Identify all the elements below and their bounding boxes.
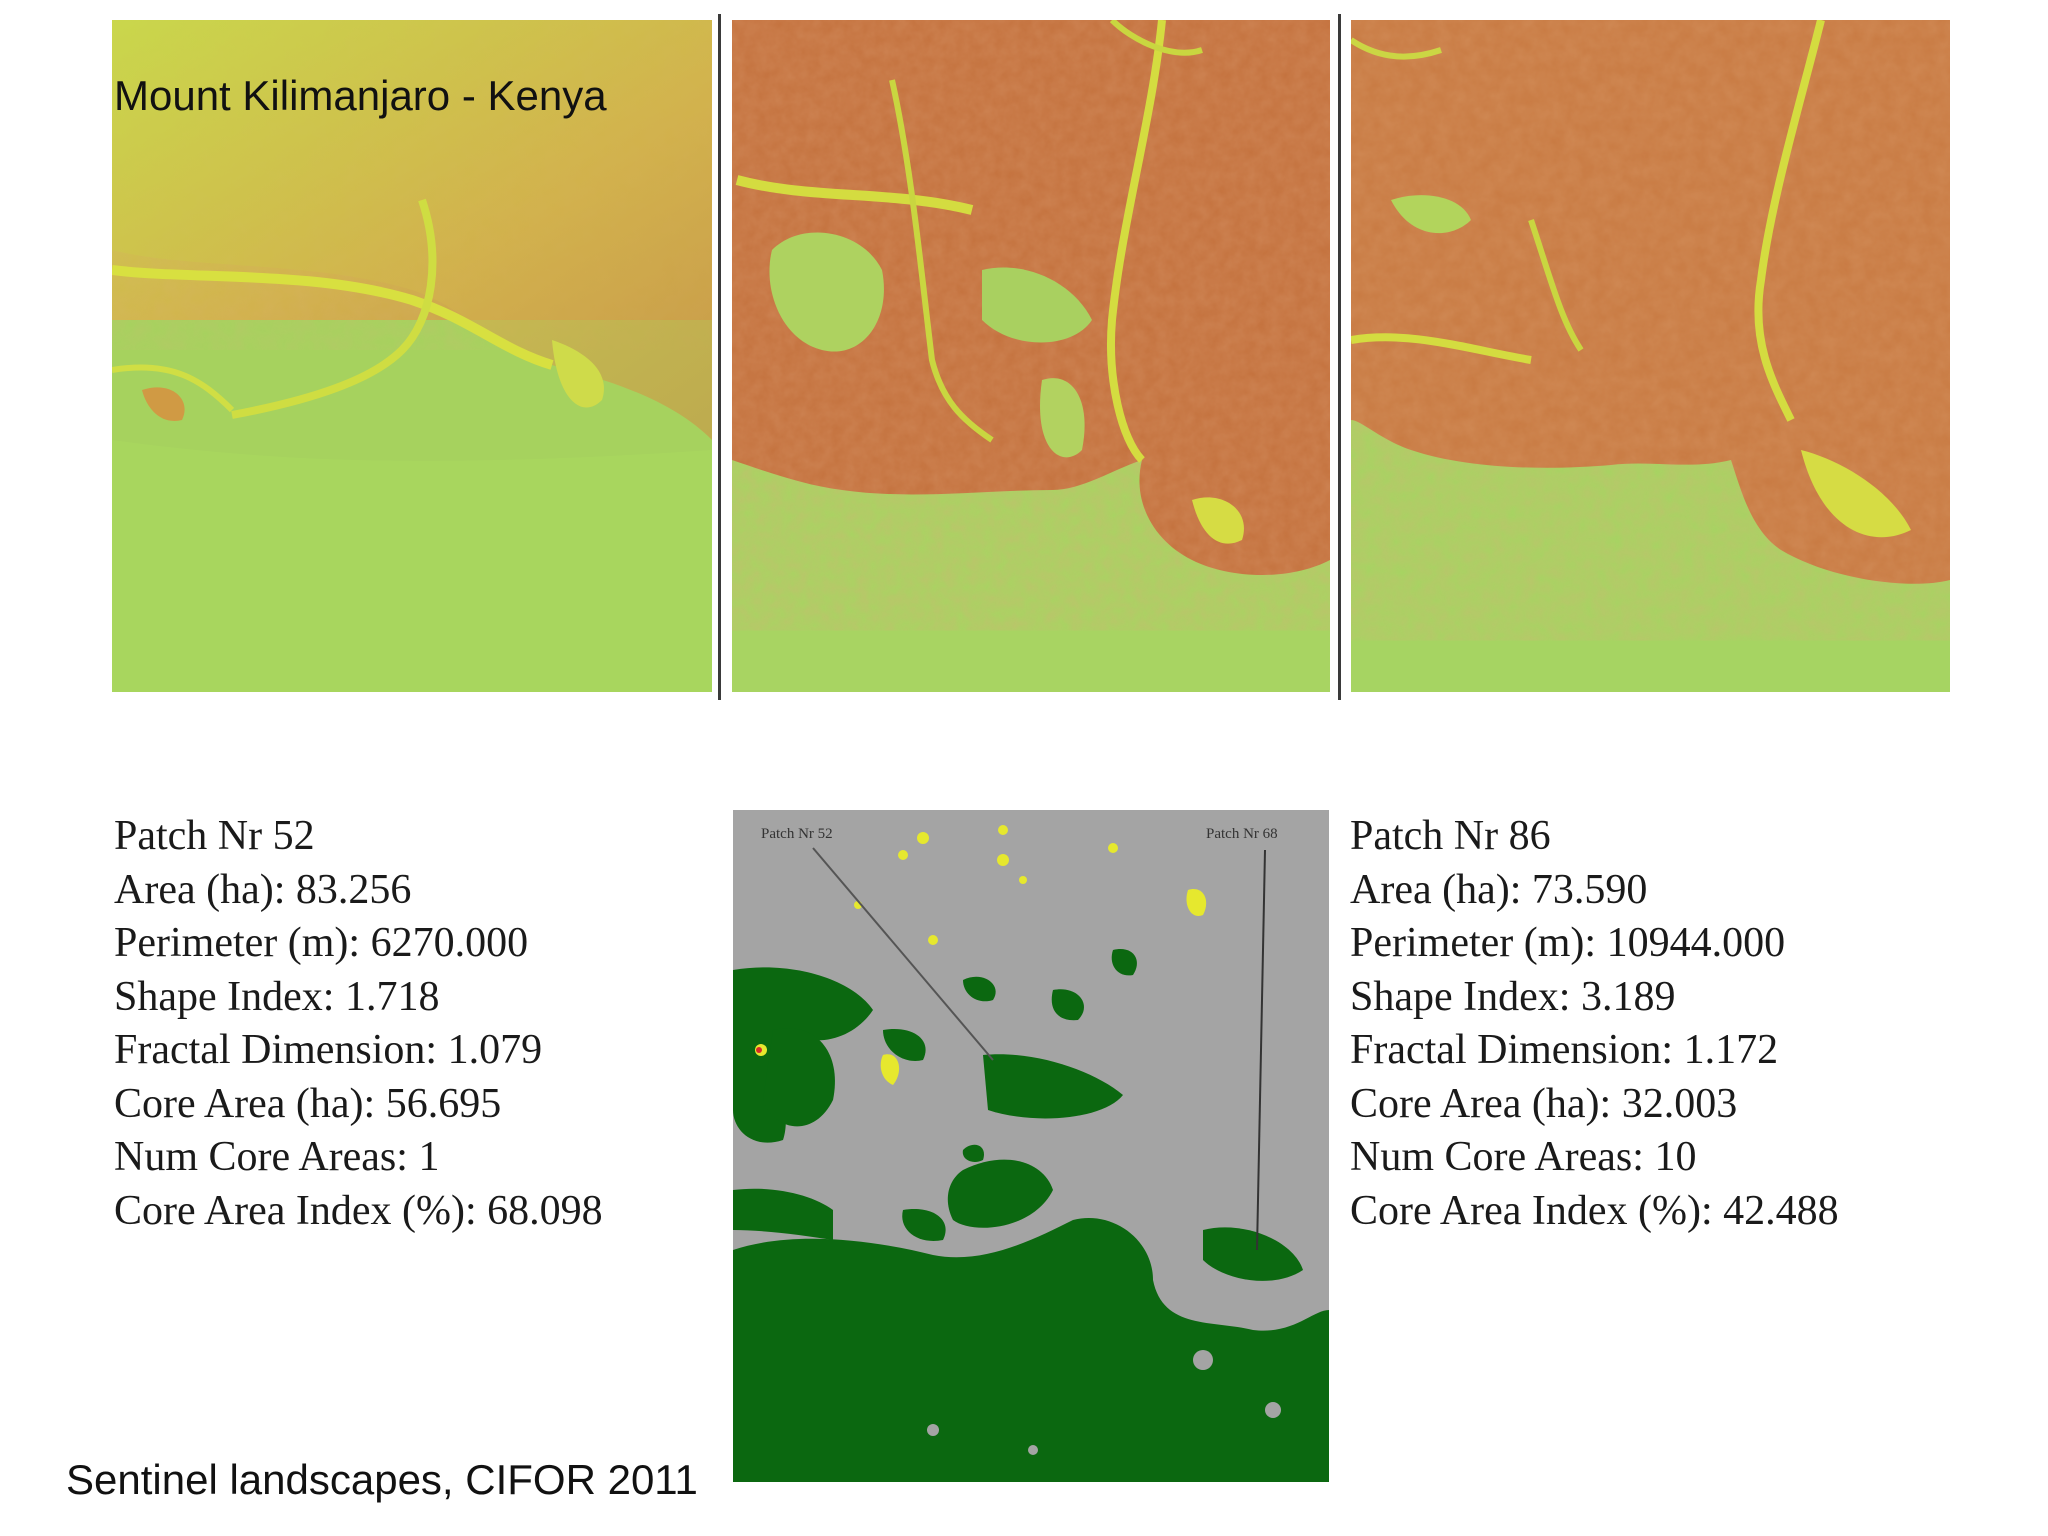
stat-line: Num Core Areas: 1 (114, 1134, 440, 1180)
highlight-point (756, 1047, 762, 1053)
patch-classification-map: Patch Nr 52 Patch Nr 68 (733, 810, 1329, 1482)
leader-line-52 (812, 847, 994, 1061)
map-label-patch-52: Patch Nr 52 (761, 826, 833, 842)
stat-line: Fractal Dimension: 1.172 (1350, 1027, 1779, 1073)
forest-patch (763, 1028, 835, 1127)
satellite-image-3 (1351, 20, 1950, 692)
image-caption: Mount Kilimanjaro - Kenya (114, 72, 607, 119)
stat-line: Fractal Dimension: 1.079 (114, 1027, 543, 1073)
stat-line: Perimeter (m): 10944.000 (1350, 920, 1786, 966)
forest-patch (962, 1144, 984, 1162)
source-citation: Sentinel landscapes, CIFOR 2011 (66, 1456, 698, 1503)
core-area (997, 854, 1009, 866)
core-area (1186, 889, 1207, 916)
forest-mass (733, 1218, 1329, 1482)
stat-line: Perimeter (m): 6270.000 (114, 920, 529, 966)
stat-line: Patch Nr 52 (114, 813, 315, 859)
forest-patch (947, 1159, 1053, 1228)
stat-line: Core Area (ha): 56.695 (114, 1080, 502, 1127)
core-area (998, 825, 1008, 835)
core-area (880, 1054, 900, 1085)
core-area (1108, 843, 1118, 853)
gap (927, 1424, 939, 1436)
patch-86 (1203, 1227, 1303, 1281)
forest-patch (963, 976, 996, 1002)
stat-line: Core Area Index (%): 42.488 (1350, 1187, 1839, 1234)
patch-52 (983, 1054, 1123, 1119)
forest-patch (902, 1209, 946, 1241)
stat-line: Shape Index: 3.189 (1350, 973, 1676, 1020)
forest-patch (1111, 949, 1137, 976)
divider-1 (718, 14, 721, 700)
patch-52-stats: Patch Nr 52 Area (ha): 83.256 Perimeter … (114, 810, 603, 1238)
map-label-patch-68: Patch Nr 68 (1206, 826, 1278, 842)
stat-line: Area (ha): 83.256 (114, 866, 412, 913)
core-area (928, 935, 938, 945)
divider-2 (1338, 14, 1341, 700)
core-area (1019, 876, 1027, 884)
gap (1028, 1445, 1038, 1455)
core-area (917, 832, 929, 844)
stat-line: Num Core Areas: 10 (1350, 1134, 1697, 1180)
satellite-image-1 (112, 20, 712, 692)
stat-line: Patch Nr 86 (1350, 813, 1551, 859)
gap (1193, 1350, 1213, 1370)
core-area (898, 850, 908, 860)
patch-86-stats: Patch Nr 86 Area (ha): 73.590 Perimeter … (1350, 810, 1839, 1238)
forest-patch (733, 1188, 833, 1240)
stat-line: Shape Index: 1.718 (114, 973, 440, 1020)
stat-line: Area (ha): 73.590 (1350, 866, 1648, 913)
gap (1265, 1402, 1281, 1418)
forest-patch (883, 1029, 926, 1061)
stat-line: Core Area (ha): 32.003 (1350, 1080, 1738, 1127)
leader-line-68 (1256, 849, 1266, 1251)
stat-line: Core Area Index (%): 68.098 (114, 1187, 603, 1234)
forest-patch (1051, 989, 1084, 1021)
satellite-image-2 (732, 20, 1330, 692)
